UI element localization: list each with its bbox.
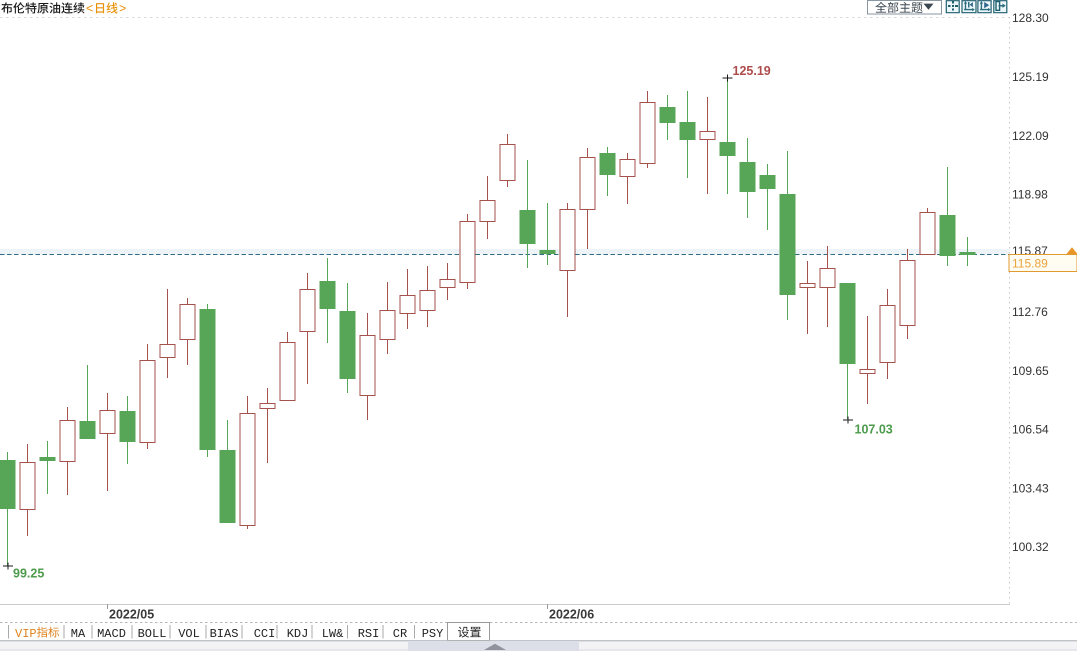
svg-text:103.43: 103.43: [1012, 481, 1049, 495]
svg-text:2022/05: 2022/05: [109, 607, 154, 621]
svg-text:<: <: [86, 2, 93, 16]
svg-text:MACD: MACD: [97, 627, 126, 641]
svg-text:VIP: VIP: [15, 627, 37, 641]
svg-text:115.89: 115.89: [1012, 257, 1048, 271]
svg-text:BOLL: BOLL: [138, 627, 167, 641]
svg-text:112.76: 112.76: [1012, 305, 1048, 319]
svg-text:125.19: 125.19: [733, 64, 771, 78]
svg-text:118.98: 118.98: [1012, 188, 1048, 202]
svg-text:128.30: 128.30: [1012, 11, 1049, 25]
svg-text:>: >: [119, 2, 126, 16]
svg-text:KDJ: KDJ: [287, 627, 309, 641]
svg-text:LW&: LW&: [322, 627, 344, 641]
svg-text:2022/06: 2022/06: [549, 607, 594, 621]
svg-text:PSY: PSY: [422, 627, 444, 641]
svg-text:99.25: 99.25: [13, 567, 44, 581]
svg-text:106.54: 106.54: [1012, 423, 1049, 437]
svg-text:122.09: 122.09: [1012, 129, 1049, 143]
svg-text:BIAS: BIAS: [210, 627, 239, 641]
svg-text:VOL: VOL: [178, 627, 200, 641]
svg-text:CCI: CCI: [254, 627, 276, 641]
svg-text:109.65: 109.65: [1012, 364, 1049, 378]
svg-text:CR: CR: [393, 627, 407, 641]
svg-text:125.19: 125.19: [1012, 70, 1049, 84]
svg-text:107.03: 107.03: [855, 423, 893, 437]
svg-text:100.32: 100.32: [1012, 540, 1049, 554]
svg-text:RSI: RSI: [358, 627, 380, 641]
svg-text:MA: MA: [71, 627, 86, 641]
